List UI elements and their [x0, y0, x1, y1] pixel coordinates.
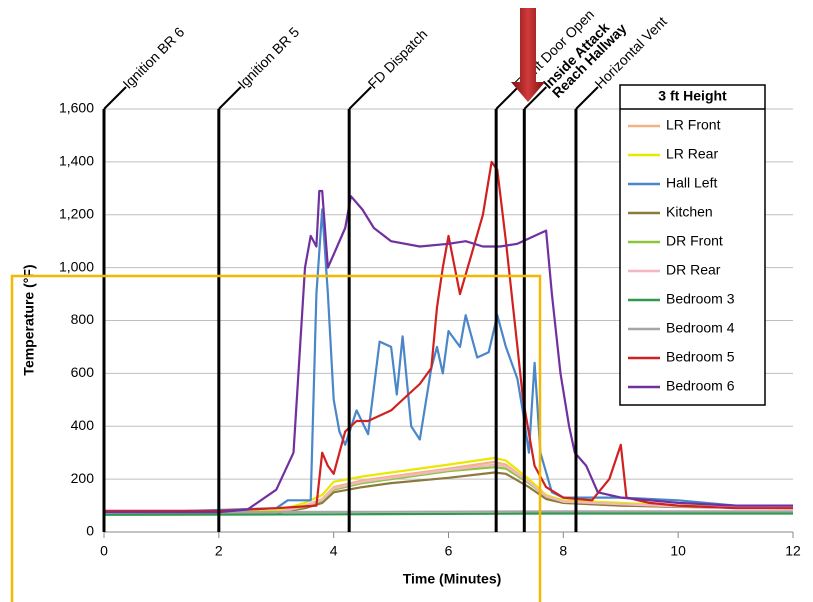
event-leader: [523, 86, 547, 110]
y-tick-label: 800: [71, 311, 95, 327]
legend-title: 3 ft Height: [658, 88, 727, 104]
red-arrow: [511, 8, 545, 102]
event-leader: [495, 86, 519, 110]
legend-label: LR Front: [666, 117, 721, 133]
y-tick-label: 400: [71, 417, 95, 433]
y-axis-label: Temperature (°F): [21, 264, 37, 375]
event-leader: [575, 86, 599, 110]
x-tick-label: 0: [100, 543, 108, 559]
legend-label: Bedroom 3: [666, 291, 735, 307]
y-tick-label: 1,200: [59, 205, 94, 221]
series-line: [103, 463, 794, 515]
y-tick-label: 1,000: [59, 258, 94, 274]
legend-label: Bedroom 6: [666, 378, 735, 394]
y-tick-label: 1,600: [59, 100, 94, 116]
highlight-box: [10, 274, 542, 602]
legend-label: Kitchen: [666, 204, 713, 220]
x-tick-label: 10: [670, 543, 686, 559]
series-line: [103, 208, 794, 515]
event-leader: [218, 86, 242, 110]
legend-label: LR Rear: [666, 146, 718, 162]
y-tick-label: 0: [86, 523, 94, 539]
x-axis-label: Time (Minutes): [403, 571, 502, 587]
series-line: [103, 456, 794, 515]
y-tick-label: 600: [71, 364, 95, 380]
series-line: [104, 160, 793, 512]
series-line: [104, 189, 793, 514]
y-tick-label: 200: [71, 470, 95, 486]
x-tick-label: 12: [785, 543, 801, 559]
legend-label: DR Front: [666, 233, 723, 249]
legend-label: Bedroom 5: [666, 349, 735, 365]
event-label: Ignition BR 6: [119, 24, 187, 92]
event-leader: [348, 86, 372, 110]
x-tick-label: 6: [445, 543, 453, 559]
legend-label: DR Rear: [666, 262, 721, 278]
legend: 3 ft Height LR Front LR Rear Hall Left Kitch…: [619, 84, 766, 406]
x-tick-label: 2: [215, 543, 223, 559]
series-line: [103, 512, 793, 516]
y-tick-label: 1,400: [59, 153, 94, 169]
plot-area: 0 200 400 600 800 1,000 1,200 1,400 1,600 0 2 4 6 8 10…: [59, 6, 801, 559]
event-leader: [103, 86, 127, 110]
event-label: Ignition BR 5: [234, 24, 302, 92]
legend-box: [619, 84, 766, 406]
legend-label: Hall Left: [666, 175, 717, 191]
event-label: FD Dispatch: [365, 26, 431, 92]
legend-label: Bedroom 4: [666, 320, 735, 336]
x-tick-label: 8: [559, 543, 567, 559]
x-tick-label: 4: [330, 543, 338, 559]
